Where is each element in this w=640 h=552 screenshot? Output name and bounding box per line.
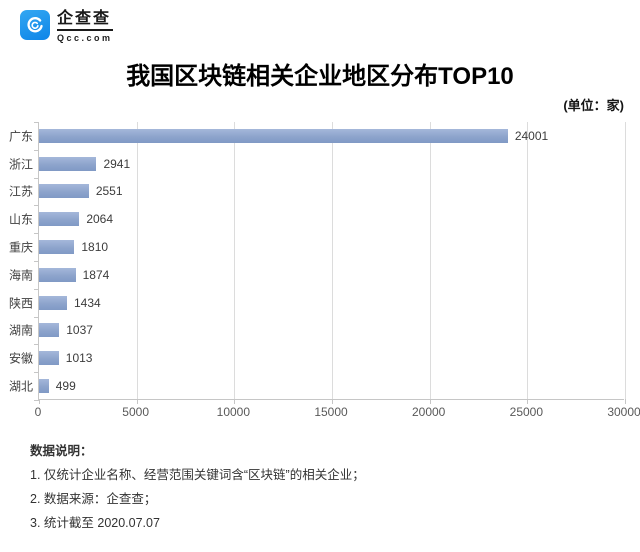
category-label: 浙江 bbox=[8, 157, 33, 172]
x-tick-label: 25000 bbox=[509, 405, 544, 419]
bar-row-重庆: 重庆 1810 bbox=[9, 233, 624, 261]
category-label: 广东 bbox=[8, 129, 33, 144]
category-label: 陕西 bbox=[8, 296, 33, 311]
value-label: 1874 bbox=[82, 267, 110, 282]
qcc-logo: 企查查 Qcc.com bbox=[20, 10, 113, 43]
bar bbox=[39, 379, 49, 394]
bar bbox=[39, 212, 80, 227]
data-notes: 数据说明： 1. 仅统计企业名称、经营范围关键词含“区块链”的相关企业； 2. 数… bbox=[30, 440, 365, 540]
value-label: 2551 bbox=[95, 184, 123, 199]
value-label: 2064 bbox=[86, 212, 114, 227]
gridline-10000 bbox=[234, 122, 236, 399]
logo-text: 企查查 Qcc.com bbox=[57, 10, 113, 43]
footer-note-3: 3. 统计截至 2020.07.07 bbox=[30, 516, 160, 530]
category-label: 重庆 bbox=[8, 240, 33, 255]
bar bbox=[39, 184, 89, 199]
value-label: 1037 bbox=[66, 323, 93, 338]
bar-row-湖南: 湖南 1037 bbox=[9, 317, 624, 345]
y-tick bbox=[34, 177, 39, 179]
bar bbox=[39, 295, 67, 310]
bar-row-山东: 山东 2064 bbox=[9, 205, 624, 233]
value-label: 499 bbox=[55, 379, 76, 394]
y-tick bbox=[34, 400, 39, 401]
bar-row-安徽: 安徽 1013 bbox=[9, 344, 624, 372]
x-tick bbox=[136, 399, 138, 404]
y-tick bbox=[34, 233, 39, 235]
y-tick bbox=[34, 316, 39, 318]
plot-area: 广东 24001 浙江 2941 江苏 2551 山东 2064 重庆 1810 海南 1874 陕西 1… bbox=[9, 122, 626, 404]
gridline-20000 bbox=[429, 122, 431, 399]
x-tick bbox=[527, 399, 529, 404]
gridline-30000 bbox=[625, 122, 626, 399]
value-label: 1013 bbox=[65, 351, 93, 366]
bar bbox=[39, 240, 75, 255]
y-tick bbox=[34, 372, 39, 374]
value-label: 1810 bbox=[81, 240, 109, 255]
brand-name: 企查查 bbox=[57, 10, 113, 31]
category-label: 山东 bbox=[8, 212, 33, 227]
gridline-15000 bbox=[332, 122, 333, 399]
y-tick bbox=[34, 205, 39, 207]
x-tick bbox=[429, 399, 431, 404]
bar-row-广东: 广东 24001 bbox=[9, 122, 624, 150]
category-label: 湖北 bbox=[8, 379, 33, 394]
bar-row-湖北: 湖北 499 bbox=[9, 372, 624, 400]
bar-row-陕西: 陕西 1434 bbox=[9, 289, 624, 317]
x-tick-label: 5000 bbox=[122, 405, 150, 419]
x-tick-label: 15000 bbox=[314, 405, 348, 419]
category-label: 海南 bbox=[8, 268, 33, 283]
x-axis-labels: 0 5000 10000 15000 20000 25000 30000 bbox=[34, 405, 640, 421]
bar bbox=[39, 156, 97, 171]
bar bbox=[39, 351, 59, 366]
value-label: 24001 bbox=[514, 128, 549, 143]
x-tick bbox=[332, 399, 333, 404]
gridline-25000 bbox=[527, 122, 529, 399]
bar-row-江苏: 江苏 2551 bbox=[9, 178, 624, 206]
chart-title: 我国区块链相关企业地区分布TOP10 bbox=[126, 63, 514, 90]
y-tick bbox=[34, 149, 39, 151]
x-tick bbox=[234, 399, 236, 404]
value-label: 2941 bbox=[103, 156, 131, 171]
notes-list: 1. 仅统计企业名称、经营范围关键词含“区块链”的相关企业； 2. 数据来源：企查… bbox=[30, 468, 365, 531]
footer-note-2: 2. 数据来源：企查查； bbox=[30, 492, 157, 506]
y-tick bbox=[34, 288, 39, 290]
y-tick bbox=[34, 261, 39, 262]
notes-heading: 数据说明： bbox=[30, 444, 93, 458]
footer-note-1: 1. 仅统计企业名称、经营范围关键词含“区块链”的相关企业； bbox=[30, 468, 365, 482]
bar-row-浙江: 浙江 2941 bbox=[9, 150, 624, 178]
value-label: 1434 bbox=[74, 295, 101, 310]
x-tick-label: 20000 bbox=[411, 405, 446, 419]
y-tick bbox=[34, 344, 39, 346]
x-tick bbox=[625, 399, 626, 404]
qcc-swirl-icon bbox=[20, 10, 50, 40]
x-tick-label: 30000 bbox=[607, 405, 640, 419]
bar bbox=[39, 128, 508, 143]
y-tick bbox=[34, 122, 39, 123]
gridline-5000 bbox=[136, 122, 138, 399]
x-tick-label: 0 bbox=[34, 405, 42, 419]
bar bbox=[39, 267, 76, 282]
category-label: 湖南 bbox=[8, 323, 33, 338]
unit-label: (单位：家) bbox=[563, 98, 624, 113]
category-label: 江苏 bbox=[8, 184, 33, 199]
category-label: 安徽 bbox=[8, 351, 33, 366]
bar bbox=[39, 323, 60, 338]
bar-row-海南: 海南 1874 bbox=[9, 261, 624, 289]
brand-domain: Qcc.com bbox=[57, 33, 113, 43]
x-tick bbox=[39, 399, 40, 404]
x-tick-label: 10000 bbox=[216, 405, 251, 419]
